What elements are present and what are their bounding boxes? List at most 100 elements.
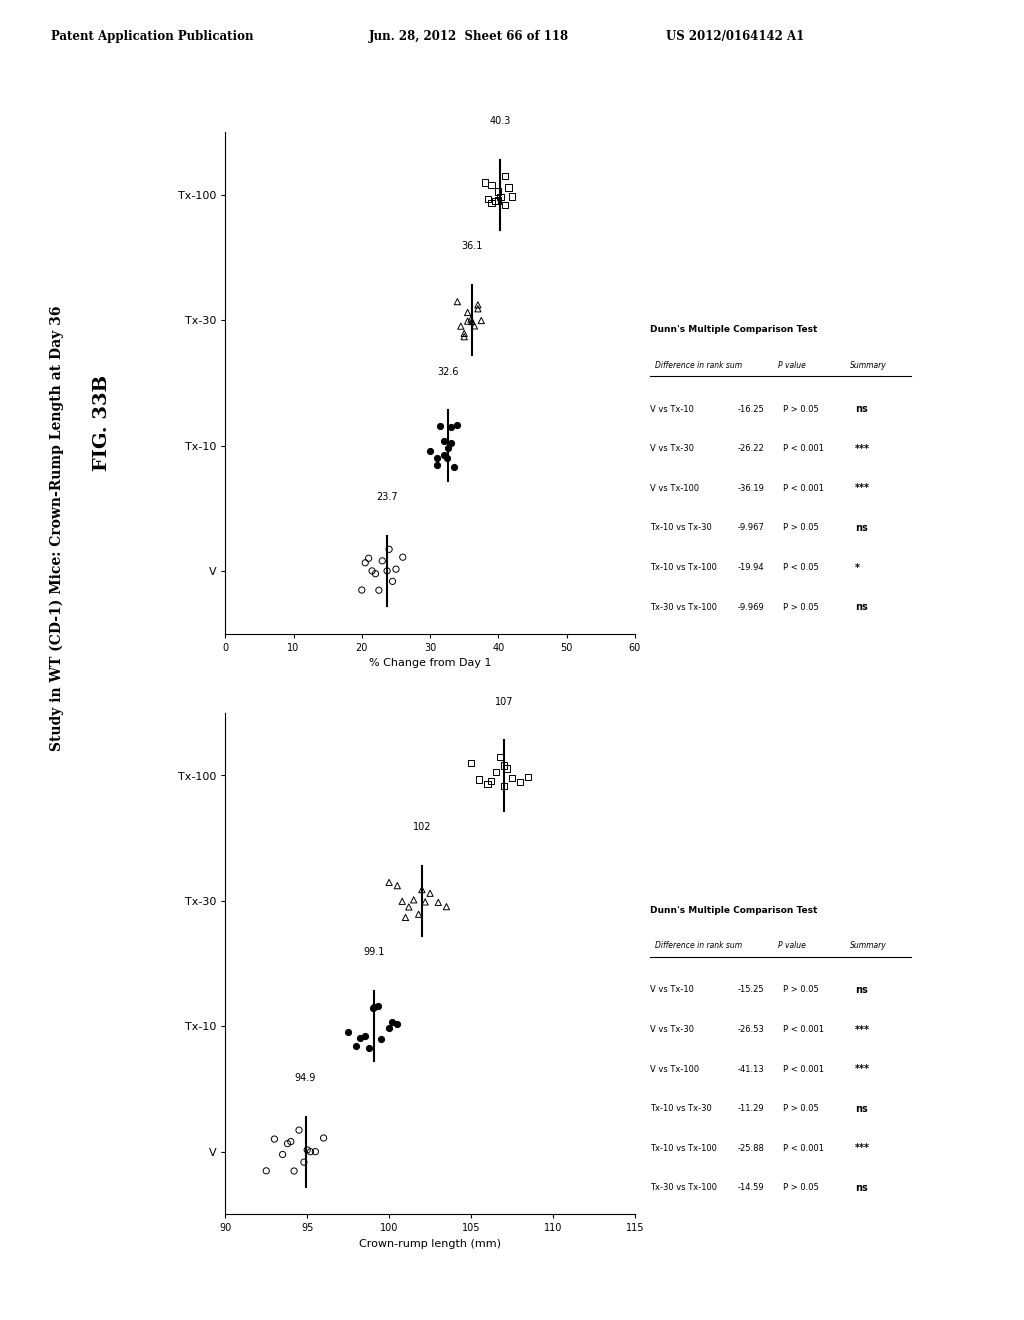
Text: ***: *** <box>855 483 870 494</box>
Point <box>479 774 496 795</box>
Point <box>258 1160 274 1181</box>
Point <box>411 904 427 925</box>
Point <box>497 194 513 215</box>
Point <box>473 310 489 331</box>
Point <box>435 430 452 451</box>
Text: P < 0.05: P < 0.05 <box>783 564 819 572</box>
Text: Tx-10 vs Tx-100: Tx-10 vs Tx-100 <box>650 1144 717 1152</box>
Text: Summary: Summary <box>850 941 887 950</box>
Text: -19.94: -19.94 <box>737 564 764 572</box>
Point <box>439 437 456 458</box>
Point <box>450 292 466 313</box>
Point <box>296 1151 312 1172</box>
Text: ***: *** <box>855 1143 870 1154</box>
Text: 102: 102 <box>413 822 431 832</box>
Point <box>283 1131 299 1152</box>
Point <box>453 315 469 337</box>
Text: ns: ns <box>855 404 867 414</box>
Text: -26.22: -26.22 <box>737 445 764 453</box>
Text: P > 0.05: P > 0.05 <box>783 986 819 994</box>
Point <box>445 457 462 478</box>
Text: P < 0.001: P < 0.001 <box>783 1144 824 1152</box>
Point <box>361 1038 378 1059</box>
Point <box>464 312 480 333</box>
Point <box>368 564 384 585</box>
Point <box>280 1133 296 1154</box>
Point <box>374 550 390 572</box>
Point <box>384 570 400 591</box>
Text: Patent Application Publication: Patent Application Publication <box>51 30 254 44</box>
Text: Difference in rank sum: Difference in rank sum <box>655 941 742 950</box>
Point <box>470 294 486 315</box>
Point <box>486 191 503 213</box>
Point <box>381 539 397 560</box>
Point <box>381 873 397 894</box>
Point <box>373 1028 389 1049</box>
Point <box>471 768 487 789</box>
Point <box>299 1139 315 1160</box>
Point <box>394 546 411 568</box>
Text: -15.25: -15.25 <box>737 986 764 994</box>
Text: ns: ns <box>855 1104 867 1114</box>
Point <box>348 1035 365 1056</box>
Point <box>371 579 387 601</box>
Point <box>482 771 499 792</box>
Text: -41.13: -41.13 <box>737 1065 764 1073</box>
Point <box>463 752 479 774</box>
Text: P < 0.001: P < 0.001 <box>783 484 824 492</box>
Point <box>400 896 417 917</box>
Text: ***: *** <box>855 444 870 454</box>
Point <box>456 326 472 347</box>
Text: Dunn's Multiple Comparison Test: Dunn's Multiple Comparison Test <box>650 325 817 334</box>
Text: P value: P value <box>778 941 806 950</box>
Point <box>496 755 512 776</box>
Point <box>512 772 528 793</box>
Text: -36.19: -36.19 <box>737 484 764 492</box>
Text: -25.88: -25.88 <box>737 1144 764 1152</box>
Text: P > 0.05: P > 0.05 <box>783 1105 819 1113</box>
Text: P < 0.001: P < 0.001 <box>783 445 824 453</box>
Text: Tx-30 vs Tx-100: Tx-30 vs Tx-100 <box>650 1184 717 1192</box>
Point <box>466 315 482 337</box>
Point <box>351 1028 368 1049</box>
Text: -11.29: -11.29 <box>737 1105 764 1113</box>
Text: Tx-10 vs Tx-30: Tx-10 vs Tx-30 <box>650 1105 712 1113</box>
Text: P > 0.05: P > 0.05 <box>783 1184 819 1192</box>
Point <box>302 1142 318 1163</box>
Point <box>497 166 513 187</box>
Point <box>381 1018 397 1039</box>
Point <box>364 561 380 582</box>
Point <box>429 454 445 475</box>
Point <box>493 747 509 768</box>
Point <box>422 883 438 904</box>
Text: V vs Tx-100: V vs Tx-100 <box>650 484 699 492</box>
Point <box>463 309 479 330</box>
Point <box>340 1022 356 1043</box>
Text: 107: 107 <box>495 697 513 706</box>
Point <box>490 181 507 202</box>
Text: Study in WT (CD-1) Mice: Crown-Rump Length at Day 36: Study in WT (CD-1) Mice: Crown-Rump Leng… <box>49 305 63 751</box>
Point <box>353 579 370 601</box>
Point <box>389 1014 406 1035</box>
Point <box>450 414 466 436</box>
Point <box>496 775 512 796</box>
Text: -14.59: -14.59 <box>737 1184 764 1192</box>
Text: 40.3: 40.3 <box>489 116 511 125</box>
Text: Tx-10 vs Tx-30: Tx-10 vs Tx-30 <box>650 524 712 532</box>
Point <box>367 997 383 1018</box>
Text: FIG. 33B: FIG. 33B <box>93 375 112 470</box>
Point <box>435 445 452 466</box>
Text: P < 0.001: P < 0.001 <box>783 1026 824 1034</box>
Point <box>422 441 438 462</box>
Text: 99.1: 99.1 <box>364 948 385 957</box>
Text: -9.967: -9.967 <box>737 524 764 532</box>
Text: Tx-30 vs Tx-100: Tx-30 vs Tx-100 <box>650 603 717 611</box>
Point <box>266 1129 283 1150</box>
Point <box>406 890 422 911</box>
Point <box>379 560 395 581</box>
Point <box>388 558 404 579</box>
Point <box>504 186 520 207</box>
Text: V vs Tx-10: V vs Tx-10 <box>650 986 694 994</box>
Point <box>442 416 459 437</box>
X-axis label: Crown-rump length (mm): Crown-rump length (mm) <box>359 1239 501 1249</box>
